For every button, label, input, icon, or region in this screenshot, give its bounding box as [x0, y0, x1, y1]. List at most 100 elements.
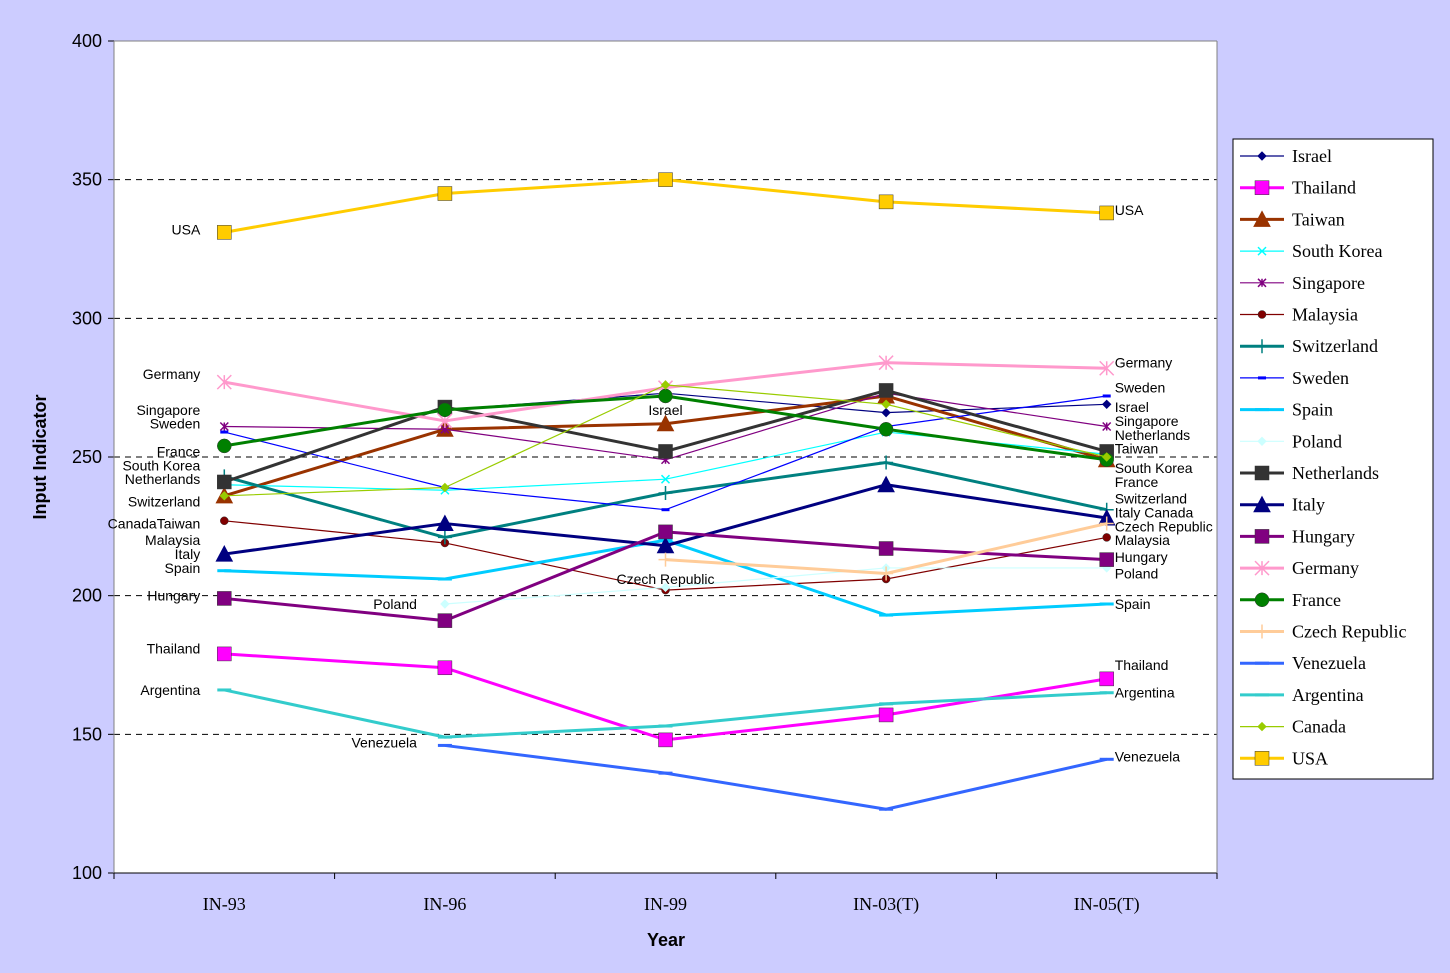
point-annotation: Thailand [147, 640, 201, 656]
y-tick-label: 150 [72, 724, 102, 744]
point-annotation: USA [172, 222, 201, 238]
data-point [658, 724, 673, 728]
series-czech-republic [658, 516, 1114, 581]
point-annotation: Venezuela [1115, 749, 1181, 765]
point-annotation: Malaysia [1115, 532, 1170, 548]
data-point [437, 743, 452, 747]
data-point [1254, 751, 1270, 766]
data-point [217, 225, 232, 240]
point-annotations: USAUSAGermanySingaporeSwedenFranceSouth … [108, 202, 1213, 764]
point-annotation: Taiwan [1115, 441, 1159, 457]
point-annotation: Spain [1115, 596, 1151, 612]
data-point [878, 383, 894, 398]
point-annotation: Sweden [1115, 380, 1166, 396]
data-point [879, 455, 894, 470]
y-axis-title: Input Indicator [30, 395, 50, 520]
point-annotation: Czech Republic [616, 571, 714, 587]
series-poland [440, 563, 1112, 609]
data-point [436, 514, 454, 532]
legend-label: Netherlands [1292, 463, 1379, 483]
data-point [656, 414, 675, 432]
data-point [1253, 495, 1271, 513]
data-point [1255, 693, 1269, 697]
legend-label: Singapore [1292, 273, 1365, 293]
series-layer [215, 172, 1116, 811]
point-annotation: Venezuela [351, 735, 417, 751]
x-tick-label: IN-03(T) [853, 894, 919, 915]
point-annotation: Switzerland [1115, 491, 1187, 507]
point-annotation: Thailand [1115, 657, 1169, 673]
legend-item: Sweden [1240, 368, 1349, 388]
data-point [437, 613, 453, 628]
point-annotation: Germany [1115, 355, 1173, 371]
data-point [1099, 552, 1114, 567]
point-annotation: Poland [1115, 565, 1159, 581]
data-point [878, 355, 894, 371]
legend-item: Malaysia [1240, 305, 1358, 325]
data-point [437, 402, 453, 418]
y-tick-label: 350 [72, 170, 102, 190]
data-point [878, 707, 894, 723]
legend-label: Argentina [1292, 685, 1364, 705]
data-point [1257, 310, 1267, 319]
legend-item: France [1240, 590, 1341, 610]
legend-item: Netherlands [1240, 463, 1379, 483]
point-annotation: Germany [143, 366, 201, 382]
point-annotation: Czech Republic [1115, 518, 1213, 534]
data-point [1254, 465, 1270, 481]
data-point [1102, 421, 1112, 432]
point-annotation: Hungary [1115, 549, 1168, 565]
legend-label: Italy [1292, 495, 1325, 515]
y-tick-label: 200 [72, 586, 102, 606]
data-point [658, 771, 673, 775]
point-annotation: Israel [648, 402, 682, 418]
series-hungary [217, 524, 1114, 628]
point-annotation: Switzerland [128, 493, 200, 509]
data-point [217, 688, 232, 692]
series-netherlands [217, 383, 1114, 490]
point-annotation: Italy [175, 546, 201, 562]
data-point [220, 430, 229, 434]
legend-label: Germany [1292, 558, 1359, 578]
data-point [440, 482, 450, 493]
legend-label: Canada [1292, 717, 1346, 737]
legend-item: Venezuela [1240, 653, 1366, 673]
legend-label: South Korea [1292, 241, 1382, 261]
data-point [660, 474, 671, 484]
legend-item: USA [1240, 748, 1328, 768]
data-point [1257, 278, 1267, 288]
point-annotation: Israel [1115, 399, 1149, 415]
legend-label: USA [1292, 748, 1328, 768]
legend-label: France [1292, 590, 1341, 610]
point-annotation: Argentina [1115, 685, 1175, 701]
data-point [1255, 624, 1269, 639]
x-tick-label: IN-96 [423, 894, 466, 914]
point-annotation: Singapore [136, 402, 200, 418]
legend-item: Canada [1240, 717, 1346, 737]
series-thailand [217, 646, 1114, 748]
data-point [1099, 757, 1114, 761]
data-point [219, 421, 229, 432]
series-venezuela [437, 743, 1114, 811]
data-point [1099, 205, 1114, 221]
legend-label: Malaysia [1292, 305, 1358, 325]
data-point [1102, 394, 1111, 398]
data-point [437, 530, 452, 545]
legend-item: Hungary [1240, 526, 1355, 546]
data-point [878, 541, 894, 556]
data-point [1254, 560, 1270, 576]
data-point [1255, 339, 1269, 354]
data-point [1101, 399, 1112, 410]
legend-label: Spain [1292, 400, 1333, 420]
data-point [1258, 376, 1266, 380]
data-point [1101, 452, 1112, 462]
data-point [216, 374, 232, 390]
y-tick-label: 400 [72, 31, 102, 51]
legend-item: Singapore [1240, 273, 1365, 293]
data-point [440, 599, 450, 609]
data-point [658, 732, 673, 748]
data-point [1257, 721, 1267, 732]
data-point [658, 172, 673, 187]
data-point [217, 646, 232, 662]
